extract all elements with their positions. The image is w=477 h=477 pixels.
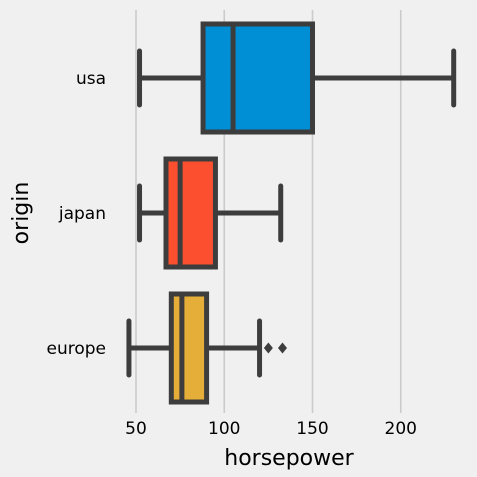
box-usa [137,21,457,135]
y-tick-label: europe [47,339,107,359]
box-series [126,21,457,405]
iqr-box [168,291,210,405]
outlier-point [277,342,287,354]
outlier-point [263,342,273,354]
iqr-box [200,21,316,135]
x-tick-label: 100 [208,419,240,439]
x-tick-label: 50 [125,419,147,439]
x-axis-title: horsepower [224,446,354,471]
box-europe [126,291,287,405]
box-japan [137,156,284,270]
x-tick-labels: 50 100 150 200 [125,419,417,439]
y-axis-title: origin [9,182,34,245]
y-tick-label: japan [58,204,106,224]
y-tick-labels: usa japan europe [47,69,107,359]
x-tick-label: 150 [296,419,328,439]
y-tick-label: usa [76,69,106,89]
iqr-box [163,156,218,270]
x-tick-label: 200 [385,419,417,439]
